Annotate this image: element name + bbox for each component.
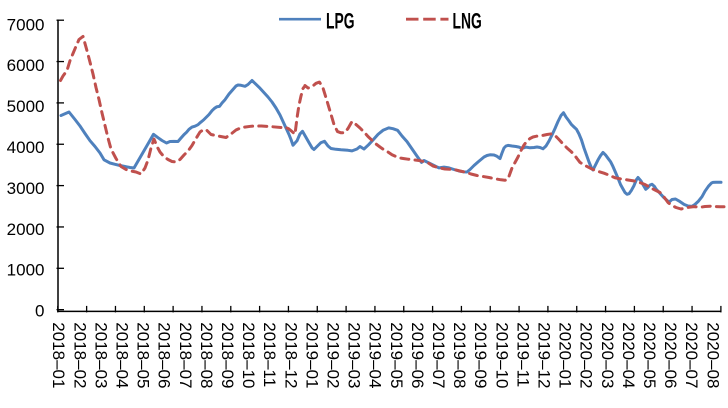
svg-text:2020–03: 2020–03 bbox=[598, 322, 617, 388]
svg-text:2019–03: 2019–03 bbox=[345, 322, 364, 388]
svg-text:2019–12: 2019–12 bbox=[535, 322, 554, 388]
svg-text:2019–06: 2019–06 bbox=[408, 322, 427, 388]
svg-text:2020–02: 2020–02 bbox=[577, 322, 596, 388]
svg-text:2019–10: 2019–10 bbox=[492, 322, 511, 388]
svg-text:2018–06: 2018–06 bbox=[155, 322, 174, 388]
svg-text:2020–01: 2020–01 bbox=[556, 322, 575, 388]
svg-text:2018–09: 2018–09 bbox=[218, 322, 237, 388]
svg-text:2020–06: 2020–06 bbox=[661, 322, 680, 388]
svg-text:7000: 7000 bbox=[7, 15, 45, 34]
svg-text:2018–03: 2018–03 bbox=[91, 322, 110, 388]
svg-text:2018–02: 2018–02 bbox=[70, 322, 89, 388]
svg-text:0: 0 bbox=[35, 302, 44, 321]
svg-text:2018–11: 2018–11 bbox=[260, 322, 279, 387]
svg-text:2019–08: 2019–08 bbox=[450, 322, 469, 388]
svg-text:2018–10: 2018–10 bbox=[239, 322, 258, 388]
svg-text:2019–11: 2019–11 bbox=[513, 322, 532, 387]
svg-text:2019–02: 2019–02 bbox=[324, 322, 343, 388]
svg-text:2019–05: 2019–05 bbox=[387, 322, 406, 388]
svg-text:4000: 4000 bbox=[7, 138, 45, 157]
svg-text:2019–01: 2019–01 bbox=[302, 322, 321, 388]
svg-text:2018–05: 2018–05 bbox=[134, 322, 153, 388]
svg-text:2019–04: 2019–04 bbox=[366, 322, 385, 388]
svg-text:2020–04: 2020–04 bbox=[619, 322, 638, 388]
svg-text:2000: 2000 bbox=[7, 220, 45, 239]
svg-text:3000: 3000 bbox=[7, 179, 45, 198]
svg-text:2019–07: 2019–07 bbox=[429, 322, 448, 388]
svg-text:2018–12: 2018–12 bbox=[281, 322, 300, 388]
svg-text:2020–08: 2020–08 bbox=[703, 322, 722, 388]
svg-text:1000: 1000 bbox=[7, 261, 45, 280]
svg-text:LNG: LNG bbox=[453, 8, 482, 33]
svg-text:2019–09: 2019–09 bbox=[471, 322, 490, 388]
svg-text:5000: 5000 bbox=[7, 97, 45, 116]
svg-text:2018–07: 2018–07 bbox=[176, 322, 195, 388]
svg-text:2020–07: 2020–07 bbox=[682, 322, 701, 388]
svg-text:2018–04: 2018–04 bbox=[113, 322, 132, 388]
svg-text:LPG: LPG bbox=[326, 8, 354, 33]
svg-text:2018–01: 2018–01 bbox=[49, 322, 68, 388]
svg-text:2020–05: 2020–05 bbox=[640, 322, 659, 388]
svg-text:6000: 6000 bbox=[7, 56, 45, 75]
svg-text:2018–08: 2018–08 bbox=[197, 322, 216, 388]
